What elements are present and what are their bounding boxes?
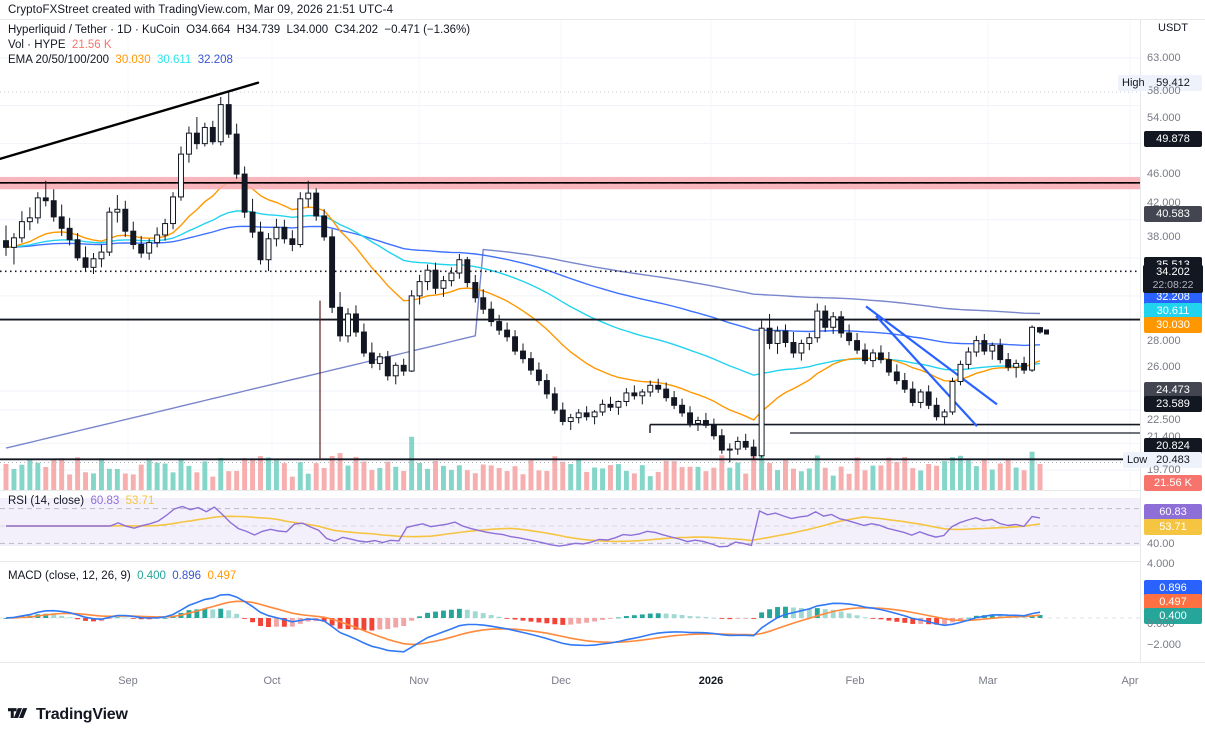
- price-axis-label: 59.412: [1144, 75, 1202, 91]
- ema20-value: 30.030: [115, 54, 151, 66]
- price-axis-label: 19.700: [1147, 464, 1181, 476]
- rsi-pane[interactable]: [0, 490, 1140, 562]
- macd-signal-value: 0.497: [207, 570, 237, 582]
- current-price-countdown: 22:08:22: [1152, 279, 1194, 291]
- price-axis-label: 53.71: [1144, 519, 1202, 535]
- price-axis-label: −2.000: [1147, 639, 1181, 651]
- price-axis-label: 20.483: [1144, 452, 1202, 468]
- macd-label[interactable]: MACD (close, 12, 26, 9): [8, 570, 131, 582]
- price-axis-label: 20.824: [1144, 438, 1202, 454]
- price-axis-label: 63.000: [1147, 52, 1181, 64]
- price-axis-label: 40.583: [1144, 206, 1202, 222]
- price-axis-label: 30.611: [1144, 303, 1202, 319]
- interval[interactable]: 1D: [117, 24, 132, 36]
- symbol-legend-row: Hyperliquid / Tether · 1D · KuCoin O34.6…: [8, 24, 471, 36]
- ema100-value: 32.208: [197, 54, 233, 66]
- symbol-name[interactable]: Hyperliquid / Tether: [8, 24, 107, 36]
- macd-chart-svg: [0, 593, 1140, 653]
- price-axis-label: 58.000: [1147, 85, 1181, 97]
- price-axis-label: 30.030: [1144, 317, 1202, 333]
- current-price-value: 34.202: [1156, 266, 1190, 278]
- volume-legend-row: Vol · HYPE 21.56 K: [8, 38, 470, 52]
- attribution-text: CryptoFXStreet created with TradingView.…: [8, 4, 394, 16]
- axis-unit-label: USDT: [1158, 22, 1188, 34]
- macd-pane[interactable]: [0, 562, 1140, 662]
- candlesticks: [3, 92, 1043, 463]
- time-axis-tick: Sep: [118, 675, 138, 687]
- attribution-divider: [0, 19, 1205, 20]
- time-axis-tick: Apr: [1121, 675, 1139, 687]
- rsi-legend: RSI (14, close) 60.83 53.71: [8, 495, 154, 507]
- macd-hist-value: 0.400: [137, 570, 166, 582]
- price-axis[interactable]: USDT 63.000 59.412 58.000 54.000 49.878 46.00…: [1140, 20, 1205, 662]
- price-pane[interactable]: [0, 20, 1140, 490]
- volume-bars: [3, 397, 1043, 490]
- price-axis-label: 0.497: [1144, 594, 1202, 610]
- current-price-label: 34.202 22:08:22: [1143, 265, 1203, 293]
- tradingview-brand: TradingView: [8, 706, 128, 724]
- rsi-value: 60.83: [90, 495, 120, 507]
- macd-legend: MACD (close, 12, 26, 9) 0.400 0.896 0.49…: [8, 570, 236, 582]
- price-axis-label: 22.500: [1147, 414, 1181, 426]
- ohlc-low: L34.000: [286, 24, 329, 36]
- ema50-value: 30.611: [157, 54, 192, 66]
- price-axis-label: 0.400: [1144, 608, 1202, 624]
- time-axis-tick: Oct: [263, 675, 281, 687]
- ema-label[interactable]: EMA 20/50/100/200: [8, 54, 110, 66]
- price-axis-label: 32.208: [1144, 289, 1202, 305]
- ohlc-open: O34.664: [186, 24, 231, 36]
- price-axis-label: 21.56 K: [1144, 475, 1202, 491]
- exchange[interactable]: KuCoin: [142, 24, 180, 36]
- price-legend: Hyperliquid / Tether · 1D · KuCoin O34.6…: [8, 23, 470, 67]
- price-axis-label: 24.473: [1144, 382, 1202, 398]
- macd-line-value: 0.896: [172, 570, 202, 582]
- volume-value: 21.56 K: [71, 39, 112, 51]
- price-axis-label: 40.00: [1147, 538, 1175, 550]
- price-axis-label: 23.589: [1144, 396, 1202, 412]
- rsi-ma-value: 53.71: [125, 495, 155, 507]
- rsi-label[interactable]: RSI (14, close): [8, 495, 85, 507]
- ohlc-close: C34.202: [334, 24, 378, 36]
- price-axis-label: 54.000: [1147, 112, 1181, 124]
- price-axis-label: 26.000: [1147, 361, 1181, 373]
- ohlc-high: H34.739: [236, 24, 281, 36]
- price-axis-label: 4.000: [1147, 558, 1175, 570]
- price-chart-svg: [0, 20, 1140, 490]
- price-axis-label: 38.000: [1147, 231, 1181, 243]
- price-axis-label: 60.83: [1144, 504, 1202, 520]
- price-axis-label: 0.896: [1144, 580, 1202, 596]
- price-extreme-marker: High: [1118, 75, 1149, 91]
- ema-legend-row: EMA 20/50/100/200 30.030 30.611 32.208: [8, 53, 470, 67]
- time-axis-tick: 2026: [698, 675, 724, 687]
- tradingview-logo-icon: [8, 707, 28, 718]
- time-axis-tick: Nov: [409, 675, 429, 687]
- price-axis-label: 49.878: [1144, 131, 1202, 147]
- pane-divider-macd: [0, 561, 1140, 562]
- price-axis-label: 46.000: [1147, 168, 1181, 180]
- price-axis-label: 28.000: [1147, 335, 1181, 347]
- time-axis-tick: Mar: [978, 675, 998, 687]
- rsi-chart-svg: [0, 498, 1140, 548]
- price-change: −0.471 (−1.36%): [384, 24, 471, 36]
- tradingview-wordmark: TradingView: [36, 706, 128, 723]
- time-axis-tick: Feb: [845, 675, 865, 687]
- pane-divider-rsi: [0, 490, 1140, 491]
- time-axis[interactable]: Sep Oct Nov Dec 2026 Feb Mar Apr: [0, 662, 1205, 700]
- time-axis-tick: Dec: [551, 675, 571, 687]
- volume-label[interactable]: Vol · HYPE: [8, 39, 66, 51]
- price-extreme-marker: Low: [1123, 452, 1152, 468]
- price-axis-label: 0.000: [1147, 618, 1175, 630]
